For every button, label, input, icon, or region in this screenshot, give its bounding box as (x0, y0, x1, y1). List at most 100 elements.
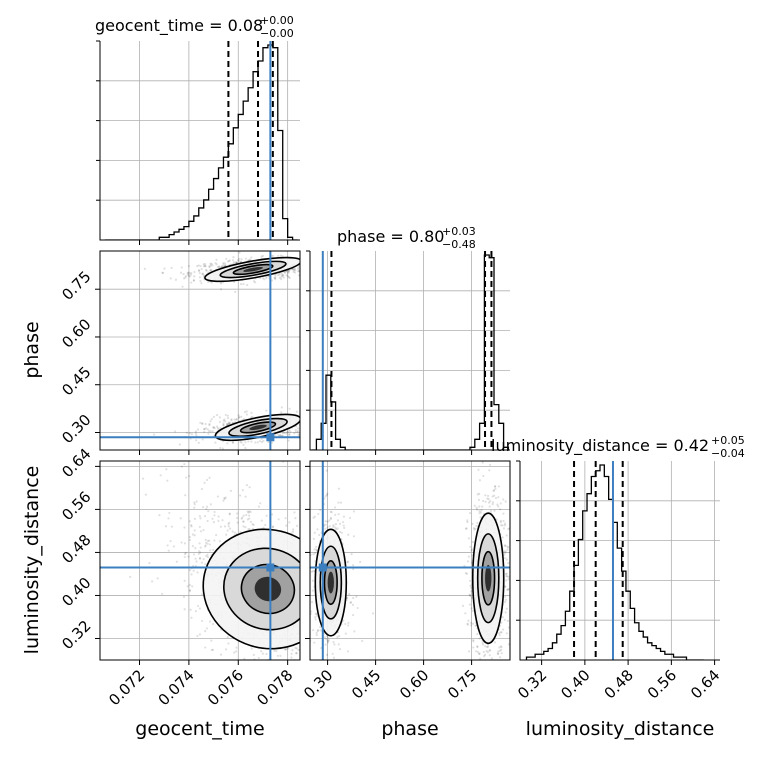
sample-point (251, 523, 254, 526)
sample-point (311, 270, 313, 272)
sample-point (300, 654, 302, 656)
sample-point (305, 577, 307, 579)
sample-point (511, 522, 513, 524)
sample-point (370, 642, 372, 644)
sample-point (291, 530, 295, 533)
sample-point (142, 477, 145, 480)
sample-point (331, 652, 334, 655)
sample-point (357, 650, 359, 652)
sample-point (280, 272, 283, 275)
sample-point (240, 415, 243, 418)
sample-point (303, 624, 305, 626)
sample-point (202, 263, 205, 266)
sample-point (236, 516, 239, 520)
sample-point (491, 495, 494, 498)
sample-point (353, 655, 355, 657)
sample-point (271, 526, 274, 529)
sample-point (210, 639, 213, 642)
sample-point (248, 528, 251, 531)
sample-point (376, 644, 378, 646)
sample-point (215, 413, 219, 417)
sample-point (303, 558, 305, 560)
sample-point (346, 560, 350, 563)
sample-point (216, 495, 220, 498)
sample-point (227, 525, 230, 528)
sample-point (304, 260, 306, 262)
sample-point (283, 271, 287, 275)
sample-point (497, 496, 500, 499)
y-tick-label: 0.56 (58, 488, 94, 524)
sample-point (344, 614, 346, 616)
sample-point (273, 649, 276, 652)
sample-point (240, 441, 243, 444)
sample-point (304, 592, 306, 594)
sample-point (211, 648, 215, 651)
sample-point (507, 643, 510, 646)
sample-point (330, 511, 333, 514)
sample-point (307, 616, 309, 618)
sample-point (221, 519, 224, 522)
sample-point (464, 572, 467, 575)
sample-point (261, 652, 265, 655)
sample-point (261, 254, 264, 257)
sample-point (152, 433, 156, 436)
sample-point (302, 266, 304, 268)
sample-point (306, 603, 308, 605)
sample-point (312, 431, 314, 433)
sample-point (303, 609, 305, 611)
sample-point (303, 429, 305, 431)
contour-line (239, 421, 277, 434)
sample-point (500, 524, 503, 527)
sample-point (312, 553, 315, 556)
sample-point (276, 654, 279, 657)
sample-point (271, 705, 273, 707)
sample-point (293, 271, 297, 274)
sample-point (224, 648, 228, 651)
sample-point (127, 439, 129, 441)
sample-point (274, 278, 277, 281)
sample-point (316, 629, 319, 633)
sample-point (469, 545, 472, 548)
contour-line (319, 545, 343, 620)
sample-point (218, 265, 221, 268)
sample-point (201, 422, 204, 425)
sample-point (304, 428, 306, 430)
sample-point (199, 517, 202, 520)
sample-point (195, 434, 198, 437)
sample-point (504, 572, 508, 576)
sample-point (293, 267, 296, 270)
sample-point (301, 596, 303, 598)
sample-point (246, 510, 249, 513)
sample-point (262, 439, 265, 442)
sample-point (303, 566, 305, 568)
sample-point (332, 683, 334, 685)
sample-point (241, 489, 244, 492)
sample-point (182, 595, 186, 598)
sample-point (228, 259, 231, 262)
sample-point (208, 543, 211, 546)
sample-point (194, 547, 197, 550)
sample-point (297, 648, 300, 652)
sample-point (291, 649, 294, 652)
sample-point (308, 537, 310, 539)
sample-point (285, 524, 288, 527)
sample-point (338, 634, 341, 638)
sample-point (195, 560, 198, 563)
sample-point (350, 552, 353, 556)
sample-point (319, 625, 322, 629)
sample-point (192, 279, 196, 282)
sample-point (305, 422, 307, 424)
sample-point (311, 579, 315, 582)
sample-point (478, 512, 481, 515)
sample-point (204, 263, 207, 266)
sample-point (499, 508, 502, 511)
sample-point (210, 417, 213, 421)
sample-point (201, 438, 204, 441)
sample-point (352, 510, 356, 513)
sample-point (274, 433, 277, 437)
sample-point (210, 648, 213, 652)
sample-point (306, 598, 308, 600)
sample-point (302, 423, 304, 425)
sample-point (346, 650, 350, 653)
sample-point (209, 430, 212, 433)
